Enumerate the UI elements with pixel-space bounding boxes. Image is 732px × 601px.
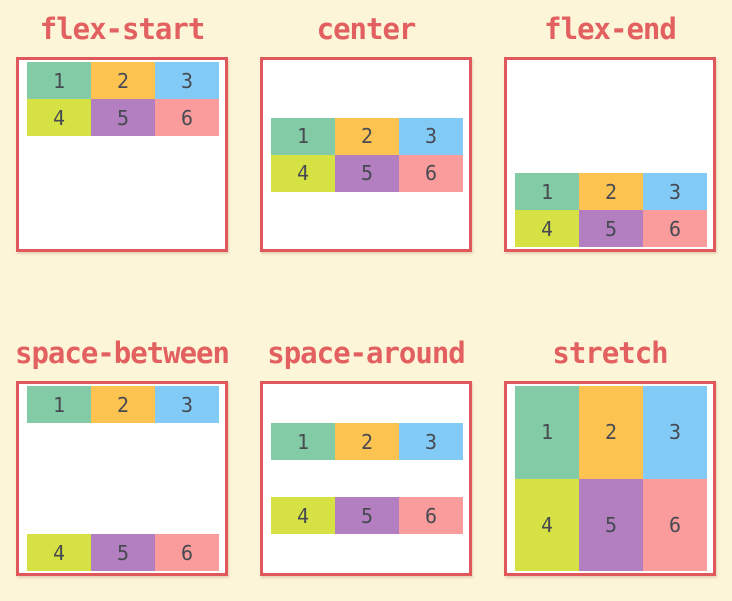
flex-item-2: 2: [90, 386, 155, 423]
panel-title-stretch: stretch: [552, 336, 668, 370]
flex-item-5: 5: [579, 210, 643, 247]
panel-title-flex-start: flex-start: [39, 12, 206, 46]
flex-item-2: 2: [335, 423, 399, 460]
flex-container-flex-start: 1 2 3 4 5 6: [16, 57, 228, 252]
flex-item-6: 6: [399, 497, 463, 534]
flex-item-6: 6: [643, 478, 707, 571]
flex-item-4: 4: [515, 210, 579, 247]
flex-container-stretch: 1 2 3 4 5 6: [504, 381, 716, 576]
panel-stretch: stretch 1 2 3 4 5 6: [504, 252, 716, 576]
flex-item-2: 2: [579, 173, 643, 210]
flex-item-2: 2: [579, 386, 643, 479]
flex-item-5: 5: [335, 154, 399, 192]
flex-item-4: 4: [27, 99, 91, 136]
flex-item-3: 3: [154, 386, 219, 423]
panel-title-space-around: space-around: [267, 336, 466, 370]
flex-item-4: 4: [26, 534, 91, 571]
flex-item-3: 3: [643, 173, 707, 210]
flex-item-1: 1: [26, 386, 91, 423]
panel-center: center 1 2 3 4 5 6: [260, 0, 472, 252]
flex-item-2: 2: [91, 62, 155, 99]
panel-grid: flex-start 1 2 3 4 5 6 center 1 2 3 4 5 …: [15, 0, 716, 576]
panel-space-around: space-around 1 2 3 4 5 6: [260, 252, 472, 576]
panel-title-flex-end: flex-end: [544, 12, 677, 46]
flex-item-5: 5: [91, 99, 155, 136]
flex-item-1: 1: [27, 62, 91, 99]
flex-item-5: 5: [579, 478, 643, 571]
flex-container-space-around: 1 2 3 4 5 6: [260, 381, 472, 576]
flex-item-3: 3: [643, 386, 707, 479]
flex-item-6: 6: [155, 99, 219, 136]
flex-item-6: 6: [154, 534, 219, 571]
panel-flex-end: flex-end 1 2 3 4 5 6: [504, 0, 716, 252]
flex-item-5: 5: [90, 534, 155, 571]
flex-item-4: 4: [271, 497, 335, 534]
flex-item-3: 3: [155, 62, 219, 99]
panel-flex-start: flex-start 1 2 3 4 5 6: [16, 0, 228, 252]
flex-item-1: 1: [515, 386, 579, 479]
flex-container-flex-end: 1 2 3 4 5 6: [504, 57, 716, 252]
flex-item-3: 3: [399, 117, 463, 155]
panel-space-between: space-between 1 2 3 4 5 6: [15, 252, 230, 576]
flex-item-1: 1: [271, 423, 335, 460]
flex-item-6: 6: [399, 154, 463, 192]
flex-item-3: 3: [399, 423, 463, 460]
flex-item-6: 6: [643, 210, 707, 247]
flex-container-space-between: 1 2 3 4 5 6: [15, 381, 228, 576]
flex-item-4: 4: [515, 478, 579, 571]
flex-item-5: 5: [335, 497, 399, 534]
flex-container-center: 1 2 3 4 5 6: [260, 57, 472, 252]
flex-item-2: 2: [335, 117, 399, 155]
flex-item-1: 1: [515, 173, 579, 210]
flex-item-4: 4: [271, 154, 335, 192]
panel-title-center: center: [316, 12, 417, 46]
panel-title-space-between: space-between: [15, 336, 230, 370]
flex-item-1: 1: [271, 117, 335, 155]
